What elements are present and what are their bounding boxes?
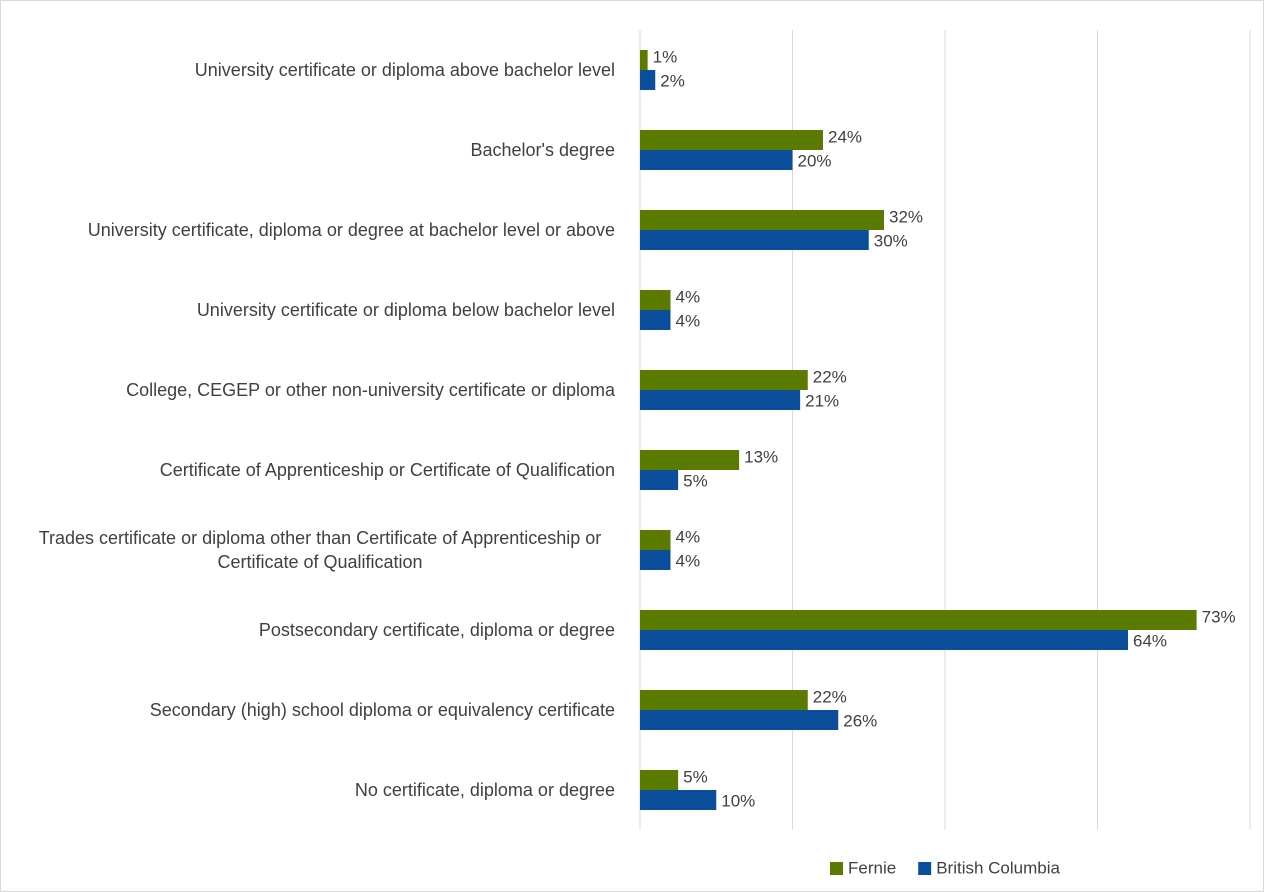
data-label: 2% [660,71,685,90]
data-label: 30% [874,231,908,250]
legend-swatch [830,862,843,875]
data-label: 4% [676,311,701,330]
data-label: 21% [805,391,839,410]
data-label: 20% [798,151,832,170]
bar [640,690,808,710]
bar [640,550,671,570]
y-tick-label: Secondary (high) school diploma or equiv… [149,700,615,720]
bar [640,50,648,70]
data-label: 5% [683,767,708,786]
y-tick-label: Certificate of Apprenticeship or Certifi… [159,460,615,480]
y-tick-label: University certificate or diploma below … [196,300,615,320]
y-tick-label: No certificate, diploma or degree [354,780,615,800]
data-label: 5% [683,471,708,490]
legend-label: British Columbia [936,858,1060,877]
data-label: 32% [889,207,923,226]
y-tick-label: College, CEGEP or other non-university c… [126,380,615,400]
bar [640,310,671,330]
data-label: 4% [676,287,701,306]
y-tick-label: University certificate, diploma or degre… [87,220,615,240]
data-label: 22% [813,367,847,386]
y-tick-label: Postsecondary certificate, diploma or de… [258,620,615,640]
bar [640,630,1128,650]
data-label: 4% [676,527,701,546]
bar [640,370,808,390]
data-label: 1% [653,47,678,66]
y-tick-label: Trades certificate or diploma other than… [38,528,602,572]
bar [640,610,1197,630]
bar [640,290,671,310]
data-label: 13% [744,447,778,466]
legend-label: Fernie [848,858,896,877]
legend-swatch [918,862,932,875]
bar [640,390,801,410]
bar [640,130,823,150]
bar [640,150,793,170]
bar [640,770,679,790]
data-label: 73% [1202,607,1236,626]
data-label: 10% [721,791,755,810]
data-label: 26% [843,711,877,730]
data-label: 4% [676,551,701,570]
data-label: 24% [828,127,862,146]
y-tick-label: Bachelor's degree [470,140,615,160]
bar [640,710,839,730]
y-tick-label: University certificate or diploma above … [194,60,615,80]
data-label: 64% [1133,631,1167,650]
bar [640,530,671,550]
bar [640,210,884,230]
bar [640,230,869,250]
bar [640,470,679,490]
bar [640,70,656,90]
data-label: 22% [813,687,847,706]
bar [640,450,740,470]
bar [640,790,717,810]
